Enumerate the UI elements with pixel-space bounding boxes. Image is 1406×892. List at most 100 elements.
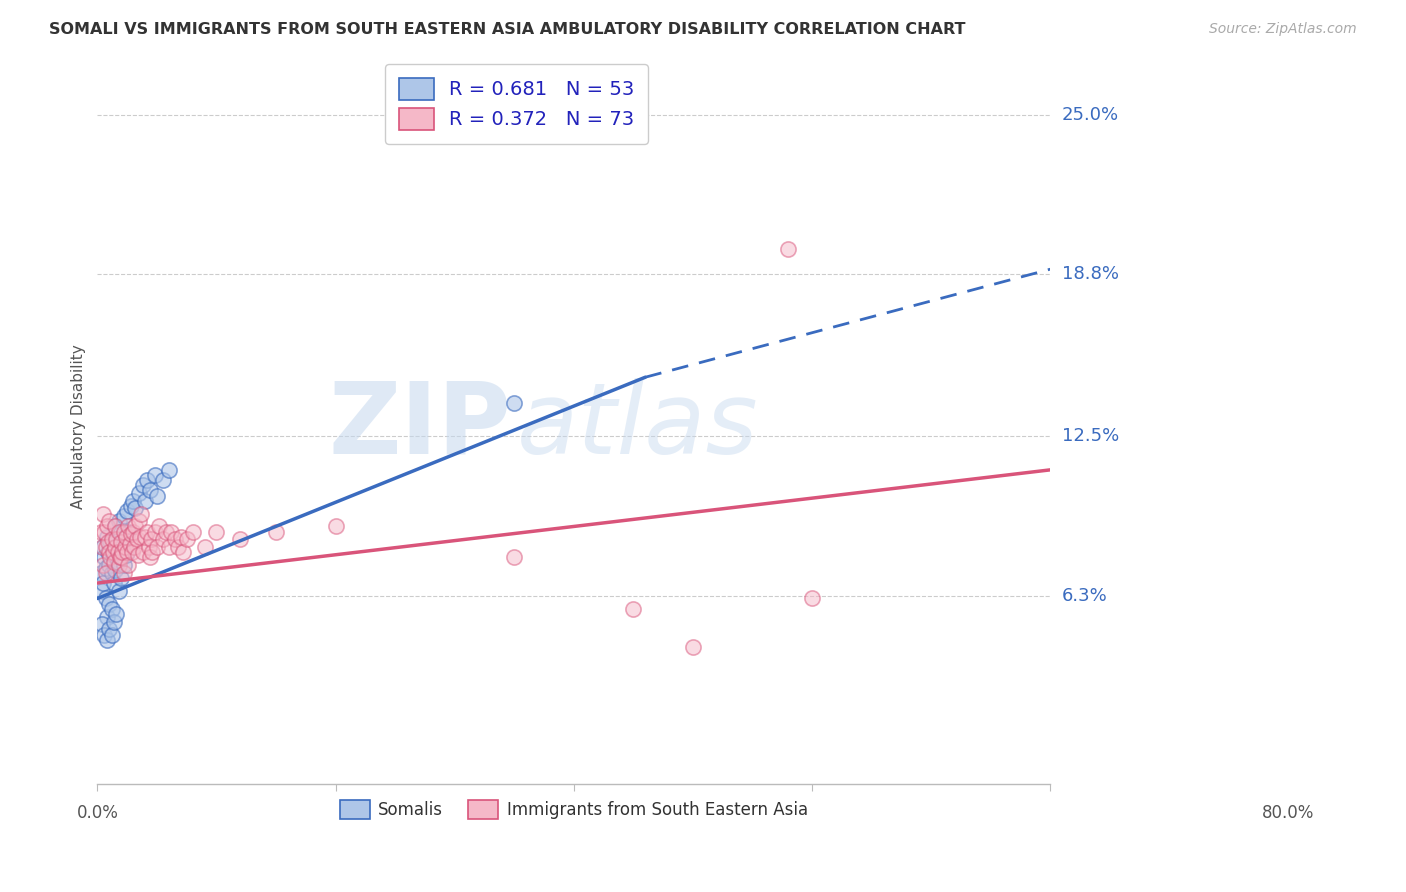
Point (96, 519, 118, 533)
Point (110, 535, 132, 549)
Text: 25.0%: 25.0% (1062, 106, 1119, 124)
Point (104, 540, 127, 554)
Point (107, 558, 129, 572)
Point (118, 537, 141, 551)
Point (100, 566, 122, 580)
Point (103, 556, 125, 570)
Point (103, 615, 125, 629)
Point (101, 545, 124, 559)
Point (93, 550, 115, 565)
Point (621, 601, 644, 615)
Point (131, 478, 153, 492)
Point (91, 576, 114, 591)
Point (117, 519, 139, 533)
Point (131, 507, 153, 521)
Point (100, 550, 122, 565)
Point (108, 550, 131, 565)
Point (91, 540, 114, 554)
Point (97, 545, 120, 559)
Point (124, 519, 146, 533)
Point (107, 545, 129, 559)
Point (98, 558, 121, 572)
Text: Source: ZipAtlas.com: Source: ZipAtlas.com (1209, 22, 1357, 37)
Point (115, 545, 138, 559)
Point (124, 501, 146, 516)
Point (193, 540, 215, 554)
Point (111, 545, 134, 559)
Point (136, 524, 159, 539)
Point (146, 489, 169, 503)
Point (170, 530, 193, 544)
Point (96, 632, 118, 647)
Point (148, 519, 170, 533)
Point (134, 530, 156, 544)
Text: 0.0%: 0.0% (76, 804, 118, 822)
Point (163, 533, 186, 547)
Point (141, 545, 163, 559)
Point (100, 535, 122, 549)
Point (264, 524, 287, 539)
Point (91, 558, 114, 572)
Point (103, 576, 125, 591)
Point (160, 524, 183, 539)
Point (107, 514, 129, 528)
Point (94, 591, 117, 606)
Point (136, 473, 159, 487)
Point (146, 540, 169, 554)
Point (120, 499, 142, 513)
Point (98, 623, 121, 637)
Text: 18.8%: 18.8% (1062, 265, 1119, 284)
Point (152, 473, 174, 487)
Point (96, 609, 118, 624)
Point (205, 524, 228, 539)
Point (104, 519, 127, 533)
Point (94, 540, 117, 554)
Point (117, 524, 139, 539)
Point (101, 548, 124, 562)
Text: 6.3%: 6.3% (1062, 587, 1108, 605)
Point (115, 530, 138, 544)
Point (111, 540, 134, 554)
Point (112, 566, 135, 580)
Point (120, 527, 142, 541)
Point (121, 545, 143, 559)
Point (157, 463, 180, 477)
Point (128, 486, 150, 500)
Point (107, 556, 129, 570)
Point (117, 558, 139, 572)
Point (112, 509, 135, 524)
Point (115, 548, 138, 562)
Point (105, 607, 128, 621)
Y-axis label: Ambulatory Disability: Ambulatory Disability (72, 343, 86, 508)
Point (107, 524, 129, 539)
Text: ZIP: ZIP (329, 377, 512, 475)
Point (91, 507, 114, 521)
Point (94, 560, 117, 574)
Point (128, 514, 150, 528)
Point (114, 540, 136, 554)
Point (152, 533, 174, 547)
Point (229, 533, 252, 547)
Point (124, 540, 146, 554)
Point (778, 242, 800, 256)
Point (139, 550, 162, 565)
Point (100, 627, 122, 641)
Point (138, 540, 160, 554)
Point (93, 627, 115, 641)
Point (125, 533, 148, 547)
Point (172, 545, 194, 559)
Point (98, 597, 121, 611)
Point (176, 533, 198, 547)
Point (122, 524, 145, 539)
Point (503, 396, 526, 410)
Point (503, 550, 526, 565)
Point (155, 524, 177, 539)
Point (325, 519, 347, 533)
Point (127, 548, 149, 562)
Point (110, 550, 132, 565)
Point (139, 533, 162, 547)
Point (98, 545, 121, 559)
Point (90, 566, 112, 580)
Text: SOMALI VS IMMIGRANTS FROM SOUTH EASTERN ASIA AMBULATORY DISABILITY CORRELATION C: SOMALI VS IMMIGRANTS FROM SOUTH EASTERN … (49, 22, 966, 37)
Point (91, 617, 114, 632)
